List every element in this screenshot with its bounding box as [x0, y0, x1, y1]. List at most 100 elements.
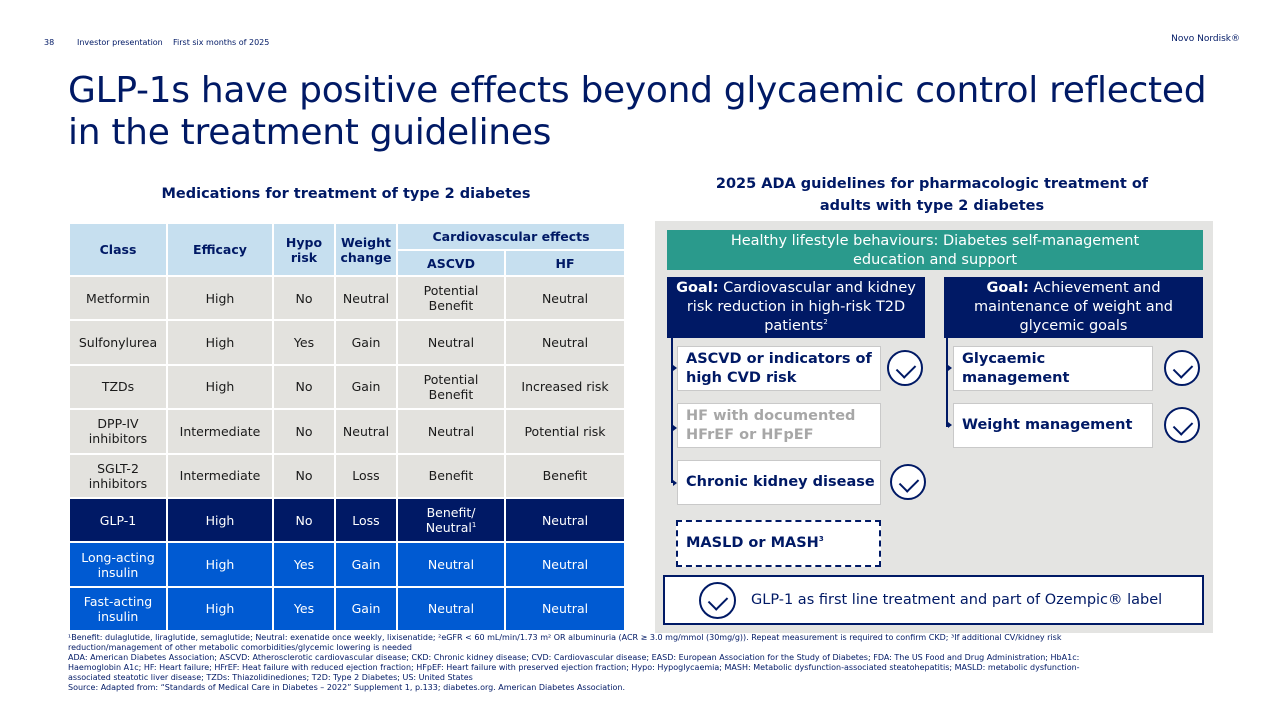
footnote-line: reduction/management of other metabolic … — [68, 643, 412, 652]
section-label: Investor presentation — [77, 38, 163, 47]
table-row: TZDs High No Gain Potential Benefit Increased … — [68, 363, 627, 411]
page-number: 38 — [44, 38, 55, 47]
header-weight-change: Weight change — [334, 222, 398, 277]
cell-hf: Benefit — [503, 452, 627, 499]
connector-right — [946, 338, 948, 427]
cell-hf: Neutral — [503, 496, 627, 544]
cell-class: Long-acting insulin — [68, 541, 168, 588]
cell-class: Metformin — [68, 274, 168, 322]
header-ascvd: ASCVD — [396, 249, 506, 277]
cell-efficacy: High — [166, 541, 274, 588]
cell-efficacy: Intermediate — [166, 408, 274, 455]
table-row: DPP-IV inhibitors Intermediate No Neutral Neu… — [68, 408, 627, 455]
ascvd-box: ASCVD or indicators of high CVD risk — [677, 346, 881, 391]
arrow-icon — [673, 425, 677, 431]
cell-efficacy: Intermediate — [166, 452, 274, 499]
footnote-line: ¹Benefit: dulaglutide, liraglutide, sema… — [68, 633, 1062, 642]
connector-left — [671, 338, 673, 483]
cell-hypo-risk: Yes — [272, 541, 336, 588]
table-row: Sulfonylurea High Yes Gain Neutral Neutral — [68, 319, 627, 366]
cell-efficacy: High — [166, 274, 274, 322]
cell-ascvd: Neutral — [396, 585, 506, 633]
cell-class: Sulfonylurea — [68, 319, 168, 366]
cell-hypo-risk: No — [272, 363, 336, 411]
cell-hypo-risk: No — [272, 452, 336, 499]
cell-hf: Neutral — [503, 319, 627, 366]
cell-efficacy: High — [166, 363, 274, 411]
cell-class: Fast-acting insulin — [68, 585, 168, 633]
table-row: GLP-1 High No Loss Benefit/Neutral1 Neutral — [68, 496, 627, 544]
header-efficacy: Efficacy — [166, 222, 274, 277]
top-bar: 38 Investor presentation First six month… — [44, 34, 1240, 52]
right-subtitle-line-1: 2025 ADA guidelines for pharmacologic tr… — [715, 176, 1149, 192]
title-line-1: GLP-1s have positive effects beyond glyc… — [68, 70, 1207, 111]
right-subtitle-line-2: adults with type 2 diabetes — [819, 198, 1045, 214]
arrow-icon — [673, 480, 677, 486]
cell-efficacy: High — [166, 585, 274, 633]
footnotes: ¹Benefit: dulaglutide, liraglutide, sema… — [68, 633, 1178, 693]
brand-label: Novo Nordisk® — [1171, 34, 1240, 44]
header-class: Class — [68, 222, 168, 277]
title-line-2: in the treatment guidelines — [68, 112, 552, 153]
check-icon — [890, 464, 926, 500]
lifestyle-line-1: Healthy lifestyle behaviours: Diabetes s… — [730, 233, 1140, 249]
cell-hf: Neutral — [503, 585, 627, 633]
check-icon — [1164, 350, 1200, 386]
cell-ascvd: Neutral — [396, 541, 506, 588]
goal-weight-glycemic: Goal: Achievement and maintenance of wei… — [944, 277, 1203, 338]
arrow-icon — [948, 422, 952, 428]
weight-management-box: Weight management — [953, 403, 1153, 448]
footnote-line: associated steatotic liver disease; TZDs… — [68, 673, 473, 682]
cell-weight-change: Gain — [334, 363, 398, 411]
left-subtitle: Medications for treatment of type 2 diab… — [161, 186, 531, 202]
cell-class: GLP-1 — [68, 496, 168, 544]
cell-hypo-risk: No — [272, 408, 336, 455]
lifestyle-line-2: education and support — [852, 252, 1018, 268]
cell-ascvd: Neutral — [396, 319, 506, 366]
cell-weight-change: Loss — [334, 452, 398, 499]
footnote-line: ADA: American Diabetes Association; ASCV… — [68, 653, 1080, 662]
goal-cardio-kidney: Goal: Cardiovascular and kidney risk red… — [667, 277, 925, 338]
hf-box: HF with documented HFrEF or HFpEF — [677, 403, 881, 448]
arrow-icon — [673, 365, 677, 371]
cell-weight-change: Gain — [334, 585, 398, 633]
check-icon — [699, 582, 736, 619]
first-line-text: GLP-1 as first line treatment and part o… — [751, 592, 1163, 608]
cell-weight-change: Neutral — [334, 408, 398, 455]
arrow-icon — [948, 365, 952, 371]
table-row: Long-acting insulin High Yes Gain Neutral Neut… — [68, 541, 627, 588]
cell-hf: Neutral — [503, 274, 627, 322]
cell-ascvd: Potential Benefit — [396, 274, 506, 322]
cell-weight-change: Gain — [334, 319, 398, 366]
cell-class: DPP-IV inhibitors — [68, 408, 168, 455]
cell-class: SGLT-2 inhibitors — [68, 452, 168, 499]
cell-hypo-risk: No — [272, 274, 336, 322]
cell-weight-change: Loss — [334, 496, 398, 544]
cell-ascvd: Potential Benefit — [396, 363, 506, 411]
header-hypo-risk: Hypo risk — [272, 222, 336, 277]
cell-ascvd: Benefit — [396, 452, 506, 499]
ckd-box: Chronic kidney disease — [677, 460, 881, 505]
period-label: First six months of 2025 — [173, 38, 270, 47]
guidelines-panel: Healthy lifestyle behaviours: Diabetes s… — [655, 221, 1213, 633]
cell-weight-change: Neutral — [334, 274, 398, 322]
cell-efficacy: High — [166, 496, 274, 544]
cell-hypo-risk: Yes — [272, 585, 336, 633]
cell-hypo-risk: Yes — [272, 319, 336, 366]
cell-ascvd: Benefit/Neutral1 — [396, 496, 506, 544]
glycaemic-box: Glycaemic management — [953, 346, 1153, 391]
cell-weight-change: Gain — [334, 541, 398, 588]
right-subtitle: 2025 ADA guidelines for pharmacologic tr… — [690, 173, 1174, 217]
footnote-line: Haemoglobin A1c; HF: Heart failure; HFrE… — [68, 663, 1080, 672]
cell-hf: Potential risk — [503, 408, 627, 455]
page-title: GLP-1s have positive effects beyond glyc… — [68, 70, 1228, 154]
check-icon — [887, 350, 923, 386]
table-row: Metformin High No Neutral Potential Benefit Ne… — [68, 274, 627, 322]
cell-efficacy: High — [166, 319, 274, 366]
lifestyle-banner: Healthy lifestyle behaviours: Diabetes s… — [667, 230, 1203, 270]
cell-ascvd: Neutral — [396, 408, 506, 455]
medications-table: Class Efficacy Hypo risk Weight change Car… — [68, 222, 627, 633]
cell-class: TZDs — [68, 363, 168, 411]
cell-hypo-risk: No — [272, 496, 336, 544]
table-row: Fast-acting insulin High Yes Gain Neutral Neut… — [68, 585, 627, 633]
